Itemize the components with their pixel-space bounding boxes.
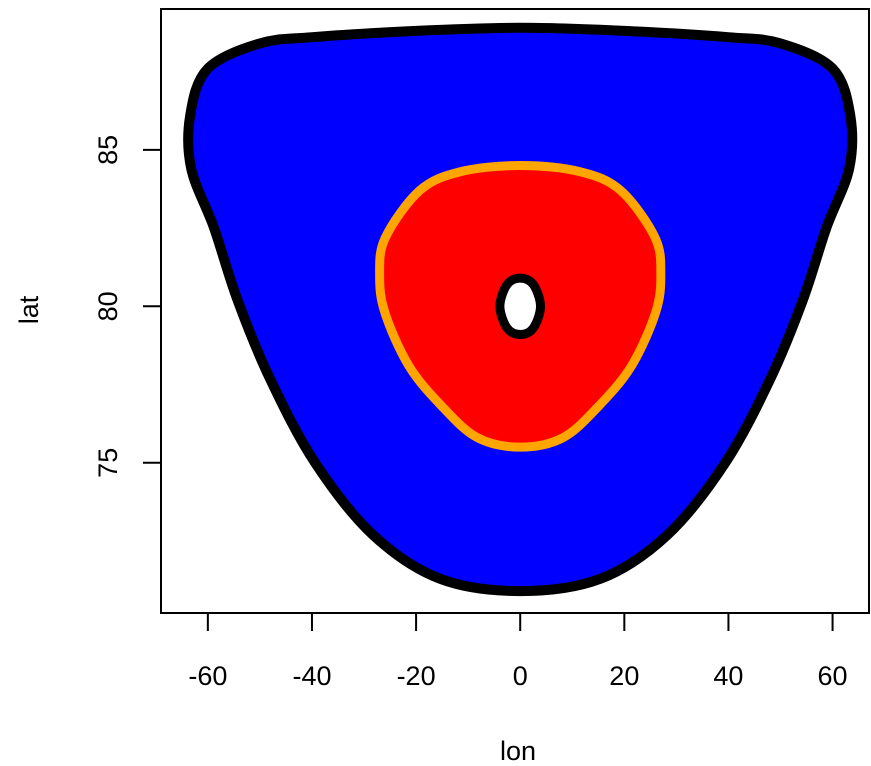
x-axis-title: lon	[500, 736, 536, 766]
x-tick-label: -60	[188, 661, 227, 691]
y-tick-label: 75	[93, 448, 123, 478]
center-region	[495, 273, 545, 339]
x-tick-label: 40	[713, 661, 743, 691]
y-axis: 75 80 85	[93, 135, 162, 478]
x-tick-label: -40	[292, 661, 331, 691]
y-tick-label: 80	[93, 291, 123, 321]
y-axis-title: lat	[14, 295, 44, 324]
x-tick-label: 20	[609, 661, 639, 691]
x-axis: -60 -40 -20 0 20 40 60	[188, 612, 848, 691]
contour-regions	[183, 22, 858, 597]
x-tick-label: -20	[397, 661, 436, 691]
x-tick-label: 60	[818, 661, 848, 691]
y-tick-label: 85	[93, 135, 123, 165]
x-tick-label: 0	[513, 661, 528, 691]
